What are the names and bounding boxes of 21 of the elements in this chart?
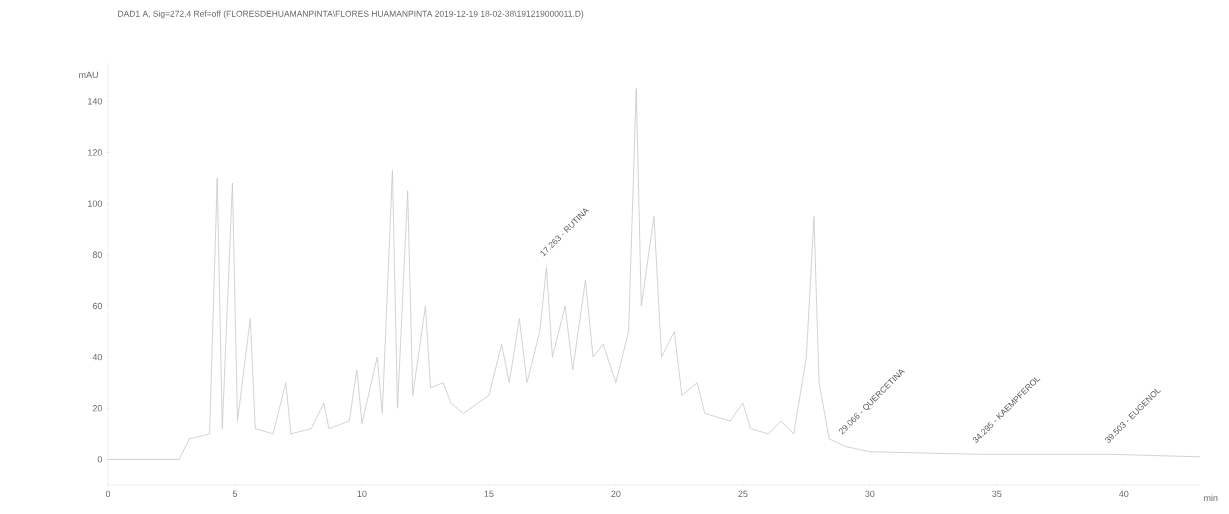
x-tick-label: 35: [992, 490, 1002, 497]
y-tick-label: 80: [92, 251, 103, 258]
y-tick-label: 20: [92, 405, 103, 412]
x-tick-label: 0: [105, 490, 111, 497]
y-tick-label: 100: [88, 200, 103, 207]
chart-title: DAD1 A, Sig=272,4 Ref=off (FLORESDEHUAMANPINTA\FLORES HUAMANPINTA 2019-12-19 18-02-38\191219000011.D): [118, 10, 584, 19]
y-tick-label: 120: [88, 149, 103, 156]
x-tick-label: 30: [865, 490, 875, 497]
x-tick-label: 5: [232, 490, 238, 497]
y-tick-label: 140: [88, 98, 103, 105]
line-series: [107, 88, 1201, 460]
y-tick-label: 0: [97, 456, 103, 463]
x-tick-label: 25: [738, 490, 748, 497]
y-tick-label: 40: [92, 353, 103, 361]
y-axis-title: mAU: [79, 71, 98, 79]
y-tick-label: 60: [92, 302, 103, 310]
x-tick-label: 20: [611, 490, 621, 497]
x-tick-label: 40: [1119, 490, 1129, 497]
x-tick-label: 15: [484, 490, 494, 497]
x-axis-title: min: [1204, 494, 1218, 501]
x-tick-label: 10: [357, 490, 367, 497]
